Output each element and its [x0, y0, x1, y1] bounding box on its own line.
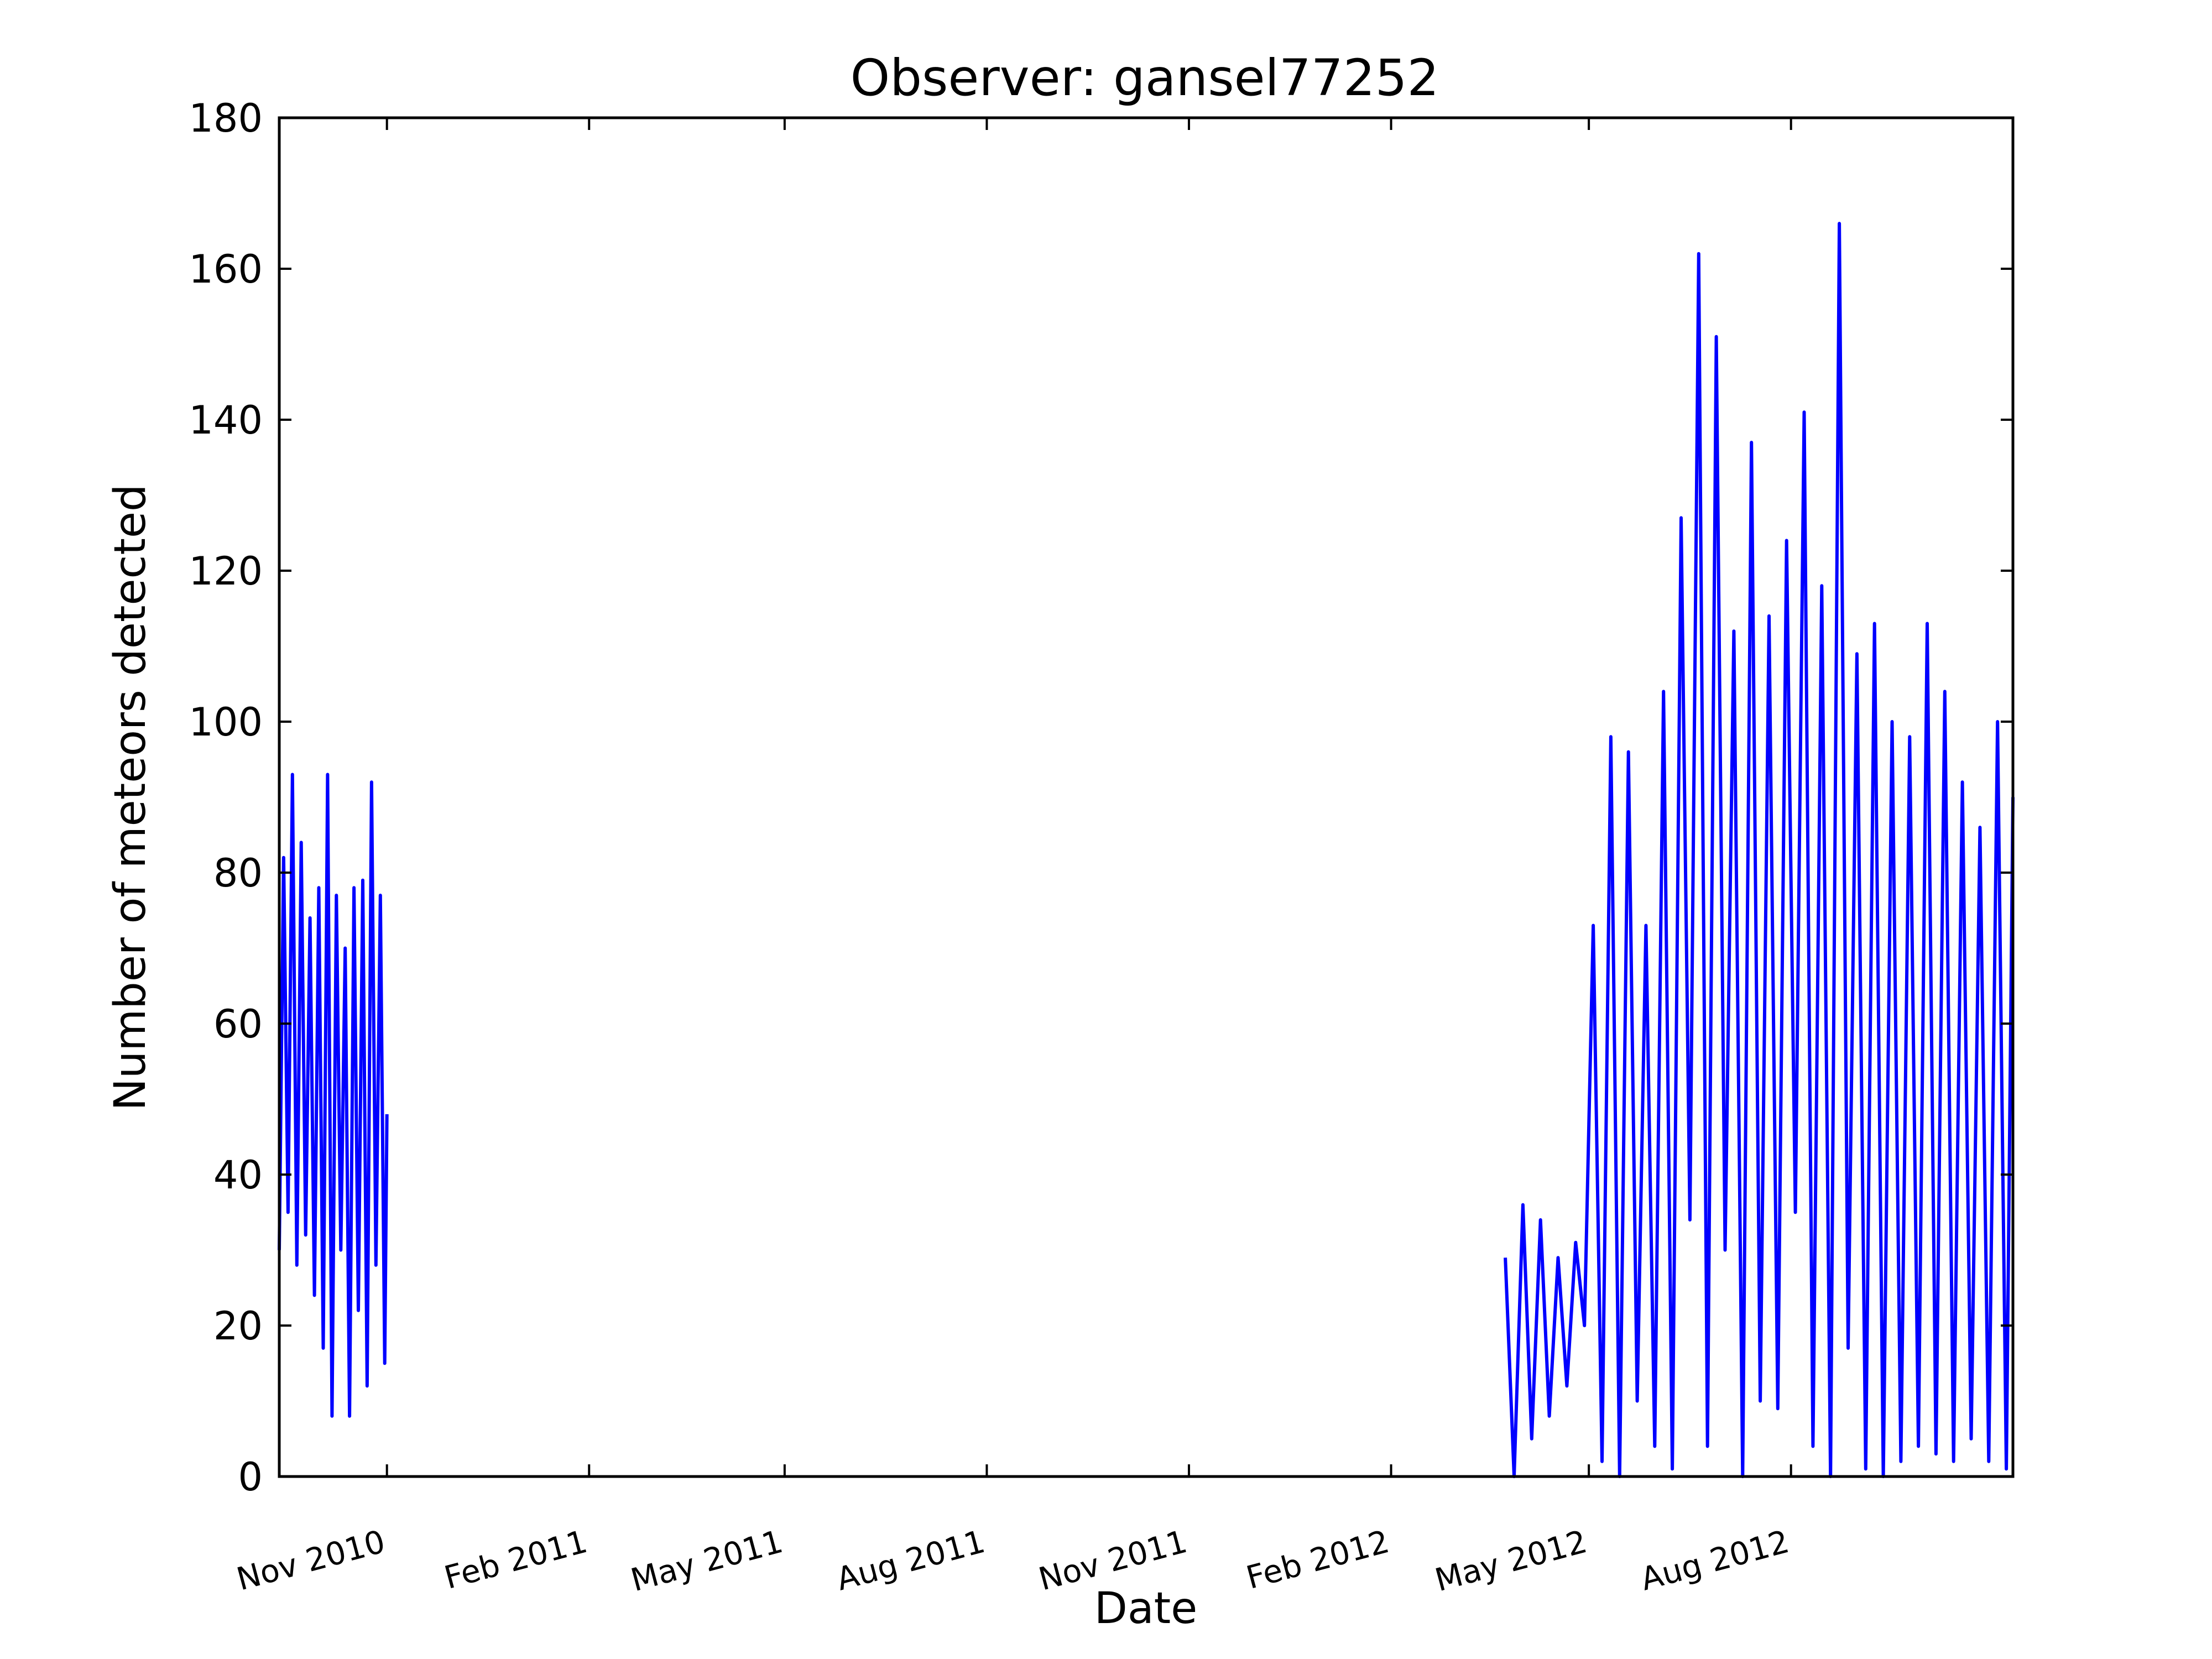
x-axis-label: Date: [1094, 1584, 1197, 1634]
chart-title: Observer: gansel77252: [851, 49, 1439, 107]
y-tick-label: 180: [189, 96, 263, 141]
plot-area: [278, 222, 2015, 1478]
axes-frame: [278, 116, 2015, 1478]
y-tick-label: 160: [189, 247, 263, 292]
y-axis-ticks: 0 20 40 60 80 100 120 140 160 180: [189, 96, 2013, 1500]
y-tick-label: 80: [213, 851, 263, 896]
y-tick-label: 0: [238, 1454, 263, 1500]
y-tick-label: 140: [189, 398, 263, 443]
y-tick-label: 100: [189, 700, 263, 745]
y-axis-label: Number of meteors detected: [106, 484, 155, 1111]
series-line-segment-2: [1504, 222, 2015, 1478]
y-tick-label: 40: [213, 1152, 263, 1198]
y-tick-label: 60: [213, 1001, 263, 1047]
series-line-segment-1: [278, 773, 389, 1418]
y-tick-label: 120: [189, 549, 263, 594]
y-tick-label: 20: [213, 1303, 263, 1349]
